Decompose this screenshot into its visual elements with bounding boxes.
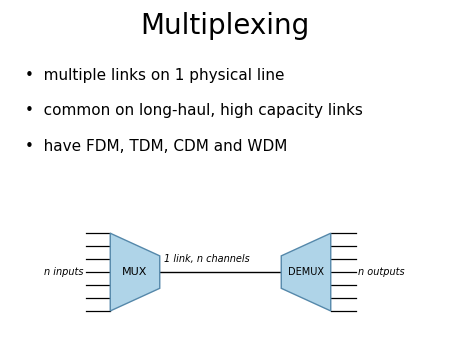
Text: •  multiple links on 1 physical line: • multiple links on 1 physical line xyxy=(25,68,284,82)
Text: n outputs: n outputs xyxy=(358,267,405,277)
Text: •  common on long-haul, high capacity links: • common on long-haul, high capacity lin… xyxy=(25,103,363,118)
Text: 1 link, n channels: 1 link, n channels xyxy=(164,254,250,264)
Polygon shape xyxy=(110,233,160,311)
Text: DEMUX: DEMUX xyxy=(288,267,324,277)
Text: Multiplexing: Multiplexing xyxy=(140,12,310,40)
Text: MUX: MUX xyxy=(122,267,148,277)
Text: n inputs: n inputs xyxy=(44,267,83,277)
Polygon shape xyxy=(281,233,331,311)
Text: •  have FDM, TDM, CDM and WDM: • have FDM, TDM, CDM and WDM xyxy=(25,139,287,153)
